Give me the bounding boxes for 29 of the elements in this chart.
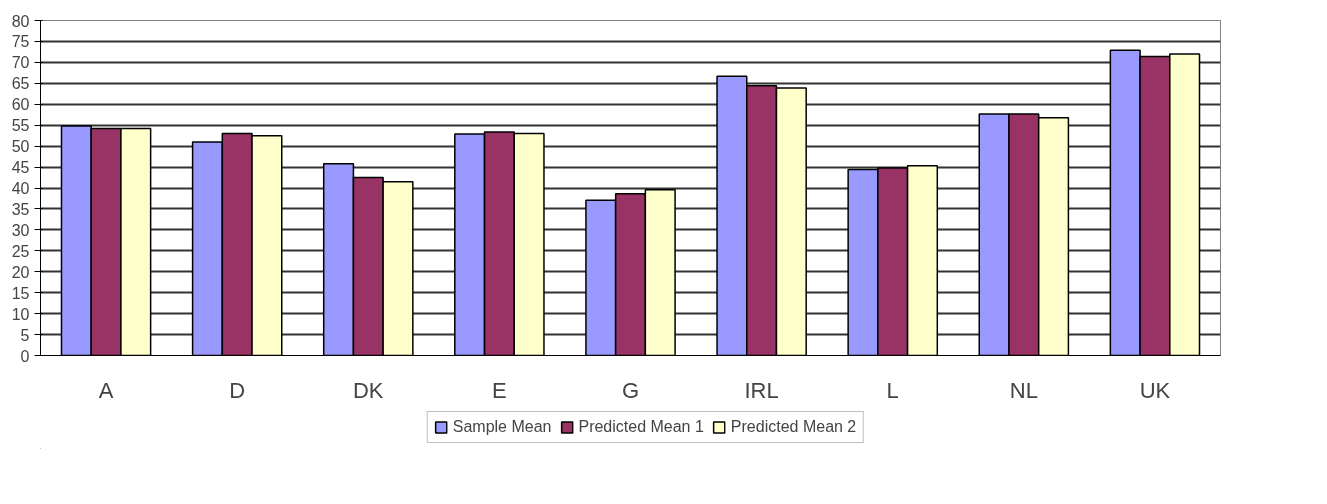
x-tick-label: E: [492, 377, 507, 403]
y-tick-label: 25: [11, 242, 30, 260]
x-tick-label: DK: [353, 377, 384, 403]
legend-label: Sample Mean: [452, 418, 552, 436]
y-tick-label: 20: [11, 263, 30, 281]
y-tick-label: 0: [20, 347, 30, 365]
x-tick-label: G: [621, 377, 640, 403]
y-tick-label: 50: [11, 138, 30, 156]
y-tick-label: 70: [11, 54, 30, 72]
y-tick-label: 75: [11, 33, 30, 51]
y-tick-label: 5: [20, 326, 30, 344]
y-tick-label: 40: [11, 180, 30, 197]
x-tick-label: NL: [1009, 377, 1038, 403]
y-tick-label: 80: [11, 12, 30, 30]
x-tick-label: L: [886, 377, 899, 403]
x-tick-label: A: [98, 377, 114, 403]
legend-label: Predicted Mean 2: [730, 418, 857, 436]
y-tick-label: 55: [11, 117, 30, 135]
x-tick-label: D: [229, 377, 246, 403]
y-tick-label: 10: [11, 305, 30, 323]
y-tick-label: 60: [11, 96, 30, 114]
y-tick-label: 15: [11, 284, 30, 302]
y-tick-label: 45: [11, 159, 30, 177]
legend-label: Predicted Mean 1: [578, 418, 704, 436]
x-tick-label: IRL: [744, 377, 779, 403]
y-tick-label: 65: [11, 75, 30, 93]
y-tick-label: 30: [11, 221, 30, 239]
y-tick-label: 35: [11, 200, 30, 218]
x-tick-label: UK: [1139, 377, 1171, 403]
